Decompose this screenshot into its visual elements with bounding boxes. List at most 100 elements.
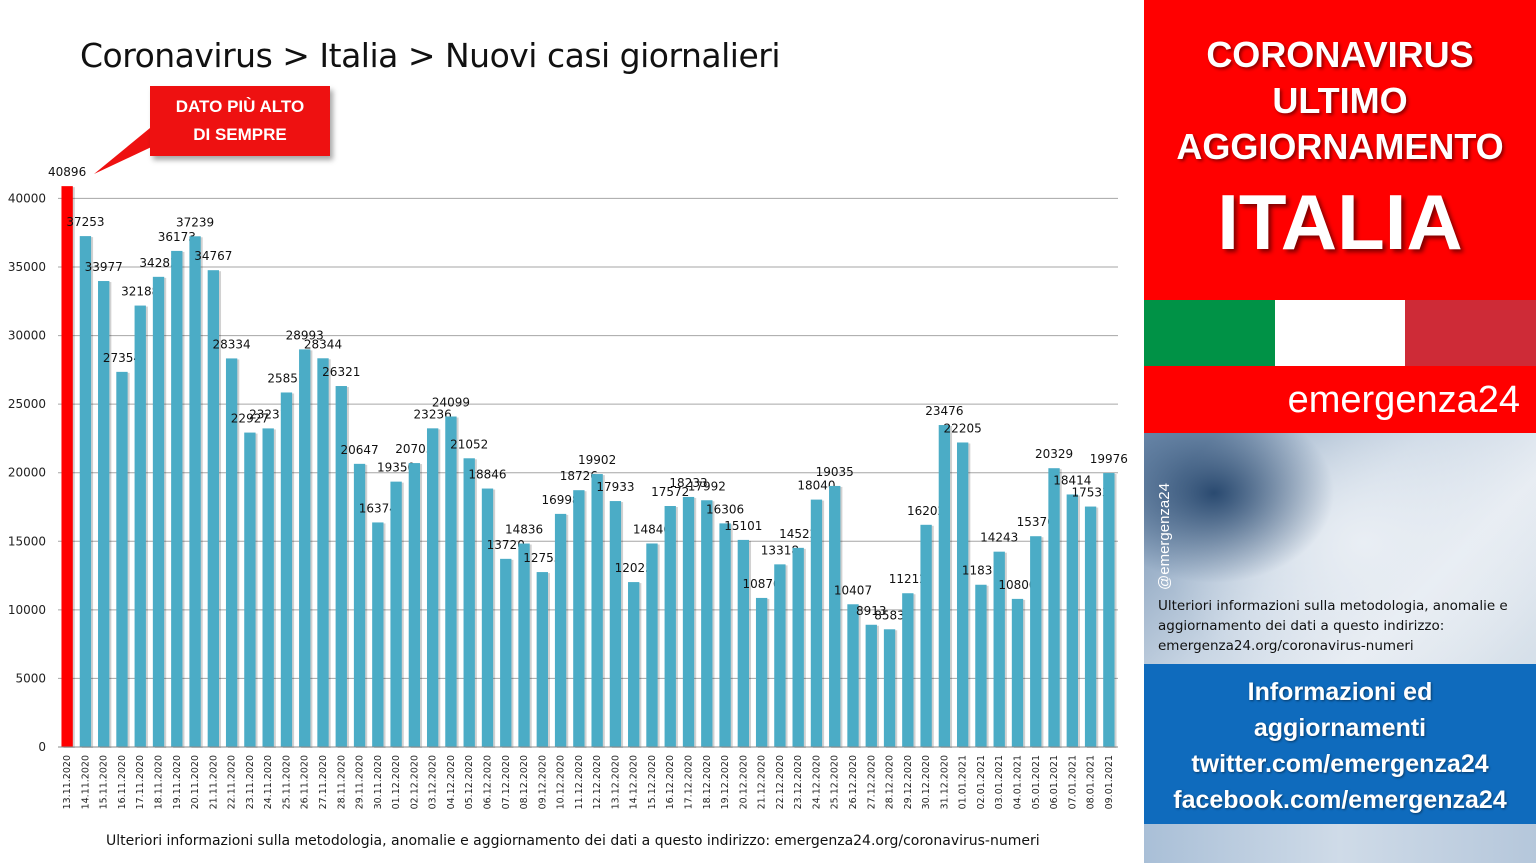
side-panel: CORONAVIRUS ULTIMO AGGIORNAMENTO ITALIA …	[1144, 0, 1536, 863]
callout-line1: DATO PIÙ ALTO	[175, 97, 305, 116]
social-handle: @emergenza24	[1156, 483, 1173, 590]
bar	[536, 572, 548, 747]
data-label: 26321	[322, 365, 360, 379]
chart-footnote: Ulteriori informazioni sulla metodologia…	[106, 833, 1040, 849]
x-tick-label: 30.11.2020	[373, 755, 384, 809]
bar	[719, 523, 731, 747]
y-tick-label: 30000	[8, 329, 46, 343]
x-tick-label: 07.12.2020	[501, 755, 512, 809]
x-tick-label: 28.12.2020	[885, 755, 896, 809]
bar	[883, 629, 896, 747]
bar	[774, 564, 786, 747]
data-label: 28344	[304, 337, 342, 351]
x-tick-label: 11.12.2020	[574, 755, 585, 809]
x-tick-label: 13.12.2020	[610, 755, 621, 809]
bar	[591, 474, 603, 747]
flag-red-stripe	[1405, 300, 1536, 366]
data-label: 10407	[834, 583, 872, 597]
bar	[98, 281, 110, 747]
x-tick-label: 08.01.2021	[1086, 755, 1097, 809]
data-label: 8583	[874, 608, 905, 622]
data-label: 37239	[176, 215, 214, 229]
bottom-strip	[1144, 824, 1536, 863]
x-tick-label: 02.01.2021	[976, 755, 987, 809]
bar	[664, 506, 676, 747]
facebook-link[interactable]: facebook.com/emergenza24	[1173, 786, 1507, 814]
data-label: 16998	[541, 493, 579, 507]
data-label: 12025	[615, 561, 653, 575]
data-label: 18726	[560, 469, 598, 483]
x-tick-label: 15.12.2020	[647, 755, 658, 809]
x-tick-label: 18.11.2020	[154, 755, 165, 809]
x-tick-label: 22.11.2020	[227, 755, 238, 809]
data-label: 34283	[139, 256, 177, 270]
data-label: 22927	[231, 412, 269, 426]
x-tick-label: 29.11.2020	[355, 755, 366, 809]
x-tick-label: 08.12.2020	[519, 755, 530, 809]
data-label: 14840	[633, 522, 671, 536]
x-tick-label: 09.01.2021	[1104, 755, 1115, 809]
data-label: 21052	[450, 437, 488, 451]
x-tick-label: 03.12.2020	[428, 755, 439, 809]
callout-line2: DI SEMPRE	[193, 125, 287, 144]
bar	[737, 539, 750, 747]
bar	[829, 485, 841, 747]
background-photo	[1144, 433, 1536, 664]
x-tick-label: 23.11.2020	[245, 755, 256, 809]
bar	[372, 522, 384, 747]
x-tick-label: 31.12.2020	[939, 755, 950, 809]
twitter-link[interactable]: twitter.com/emergenza24	[1191, 750, 1489, 778]
data-label: 34767	[194, 249, 232, 263]
data-label: 25851	[267, 371, 305, 385]
x-tick-label: 22.12.2020	[775, 755, 786, 809]
bar	[463, 458, 475, 747]
bar	[975, 584, 987, 747]
x-tick-label: 23.12.2020	[793, 755, 804, 809]
x-tick-label: 28.11.2020	[336, 755, 347, 809]
x-tick-label: 05.12.2020	[464, 755, 475, 809]
bar	[865, 624, 877, 747]
x-tick-label: 25.12.2020	[830, 755, 841, 809]
bar	[755, 597, 768, 747]
x-tick-label: 15.11.2020	[99, 755, 110, 809]
y-tick-label: 35000	[8, 260, 46, 274]
data-label: 18040	[797, 479, 835, 493]
data-label: 14522	[779, 527, 817, 541]
bar	[244, 432, 256, 747]
bar	[810, 499, 823, 747]
data-label: 18846	[468, 468, 506, 482]
y-tick-label: 10000	[8, 603, 46, 617]
bar	[847, 604, 859, 747]
country-name: ITALIA	[1217, 178, 1463, 266]
x-tick-label: 09.12.2020	[537, 755, 548, 809]
x-tick-label: 05.01.2021	[1031, 755, 1042, 809]
bar	[1103, 473, 1115, 747]
x-tick-label: 19.11.2020	[172, 755, 183, 809]
bar	[79, 236, 92, 747]
chart-title: Coronavirus > Italia > Nuovi casi giorna…	[80, 36, 781, 75]
x-tick-label: 16.12.2020	[665, 755, 676, 809]
x-tick-label: 06.12.2020	[482, 755, 493, 809]
bar	[646, 543, 658, 747]
bar	[628, 582, 640, 747]
bar	[554, 513, 567, 747]
info-title-line1: Informazioni ed	[1247, 678, 1433, 706]
data-label: 19350	[377, 461, 415, 475]
data-label: 18233	[669, 476, 707, 490]
bar	[445, 416, 457, 747]
x-tick-label: 30.12.2020	[921, 755, 932, 809]
data-label: 17572	[651, 485, 689, 499]
data-label: 13720	[487, 538, 525, 552]
y-tick-label: 0	[38, 740, 46, 754]
data-label: 15101	[724, 519, 762, 533]
bar	[609, 501, 622, 747]
data-label: 37253	[66, 215, 104, 229]
bar	[262, 428, 274, 747]
x-tick-label: 25.11.2020	[281, 755, 292, 809]
bar	[207, 270, 220, 747]
x-tick-label: 17.12.2020	[684, 755, 695, 809]
x-tick-label: 21.12.2020	[757, 755, 768, 809]
data-label: 19902	[578, 453, 616, 467]
x-tick-label: 14.12.2020	[629, 755, 640, 809]
data-label: 15370	[1017, 515, 1055, 529]
